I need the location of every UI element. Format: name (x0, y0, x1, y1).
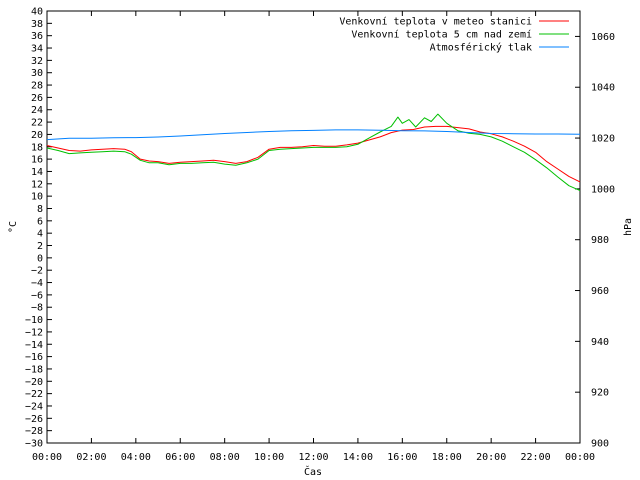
y-left-tick-label: 0 (37, 253, 43, 264)
y-right-tick-label: 980 (591, 235, 609, 246)
y-right-tick-label: 920 (591, 388, 609, 399)
y-left-tick-label: −2 (31, 266, 43, 277)
y-left-tick-label: 34 (31, 44, 43, 55)
x-tick-label: 14:00 (343, 452, 373, 463)
y-left-tick-label: −26 (25, 414, 43, 425)
series-line-2 (46, 129, 581, 141)
x-tick-label: 02:00 (76, 452, 106, 463)
y-left-tick-label: 4 (37, 229, 43, 240)
x-tick-label: 00:00 (32, 452, 62, 463)
series-line-1 (46, 113, 581, 192)
x-tick-label: 10:00 (254, 452, 284, 463)
right-axis: 1060 1040 1020 1000 980 960 940 920 900 (575, 32, 615, 450)
y-left-tick-label: −4 (31, 278, 43, 289)
y-right-tick-label: 1040 (591, 83, 615, 94)
y-left-tick-label: −8 (31, 303, 43, 314)
x-axis: 00:00 02:00 04:00 06:00 08:00 10:00 12:00 14:00… (32, 11, 595, 463)
x-tick-label: 22:00 (521, 452, 551, 463)
y-left-tick-label: 10 (31, 192, 43, 203)
y-left-tick-label: 12 (31, 179, 43, 190)
x-tick-label: 12:00 (298, 452, 328, 463)
legend: Venkovní teplota v meteo staniciVenkovní… (339, 16, 569, 54)
y-left-tick-label: 28 (31, 81, 43, 92)
y-left-tick-label: 38 (31, 19, 43, 30)
x-axis-label: Čas (304, 465, 322, 478)
y-left-tick-label: −12 (25, 327, 43, 338)
y-axis-label-left: °C (8, 221, 19, 233)
plot-frame (46, 10, 581, 444)
y-left-tick-label: −14 (25, 340, 43, 351)
left-axis: 4038363432302826242220181614121086420−2−… (25, 7, 52, 450)
series-line-0 (46, 125, 581, 183)
x-tick-label: 06:00 (165, 452, 195, 463)
y-left-tick-label: 8 (37, 204, 43, 215)
x-tick-label: 16:00 (387, 452, 417, 463)
x-tick-label: 20:00 (476, 452, 506, 463)
y-left-tick-label: −22 (25, 389, 43, 400)
y-left-tick-label: 16 (31, 155, 43, 166)
y-left-tick-label: −10 (25, 315, 43, 326)
y-left-tick-label: −30 (25, 439, 43, 450)
y-left-tick-label: 14 (31, 167, 43, 178)
y-left-tick-label: 22 (31, 118, 43, 129)
y-right-tick-label: 1020 (591, 134, 615, 145)
y-left-tick-label: 26 (31, 93, 43, 104)
y-left-tick-label: −6 (31, 290, 43, 301)
y-left-tick-label: −18 (25, 364, 43, 375)
y-left-tick-label: −28 (25, 426, 43, 437)
y-left-tick-label: −16 (25, 352, 43, 363)
y-right-tick-label: 940 (591, 337, 609, 348)
y-axis-label-right: hPa (623, 218, 634, 236)
legend-label: Atmosférický tlak (430, 42, 532, 54)
y-left-tick-label: 20 (31, 130, 43, 141)
y-right-tick-label: 960 (591, 286, 609, 297)
y-left-tick-label: 40 (31, 7, 43, 18)
y-left-tick-label: 18 (31, 142, 43, 153)
y-left-tick-label: 36 (31, 31, 43, 42)
y-left-tick-label: 30 (31, 68, 43, 79)
series-lines (46, 113, 581, 192)
y-right-tick-label: 1060 (591, 32, 615, 43)
x-tick-label: 18:00 (432, 452, 462, 463)
x-tick-label: 04:00 (121, 452, 151, 463)
y-left-tick-label: 32 (31, 56, 43, 67)
x-tick-label: 00:00 (565, 452, 595, 463)
y-left-tick-label: −24 (25, 401, 43, 412)
y-right-tick-label: 1000 (591, 184, 615, 195)
y-left-tick-label: 6 (37, 216, 43, 227)
y-left-tick-label: 24 (31, 105, 43, 116)
legend-label: Venkovní teplota 5 cm nad zemí (351, 29, 532, 41)
y-right-tick-label: 900 (591, 439, 609, 450)
x-tick-label: 08:00 (210, 452, 240, 463)
y-left-tick-label: 2 (37, 241, 43, 252)
y-left-tick-label: −20 (25, 377, 43, 388)
legend-label: Venkovní teplota v meteo stanici (339, 16, 532, 28)
